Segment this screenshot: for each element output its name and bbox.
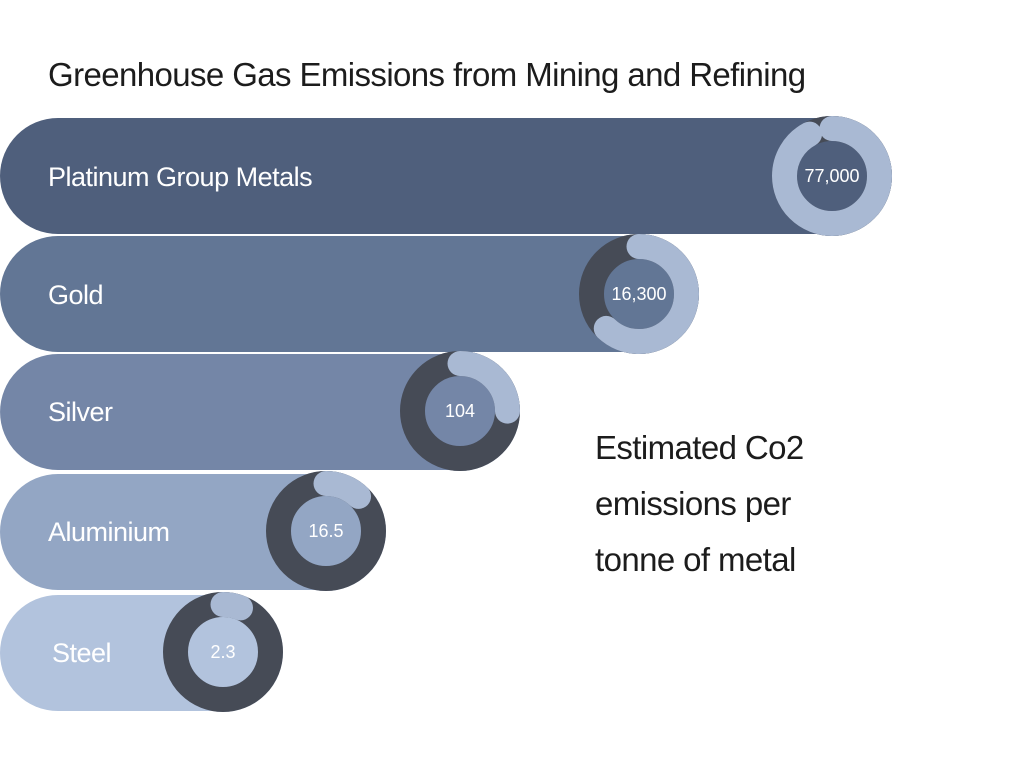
- bar-row-3: Silver 104: [0, 351, 520, 471]
- chart-title: Greenhouse Gas Emissions from Mining and…: [48, 56, 806, 93]
- ring-progress: [579, 234, 699, 354]
- category-label: Aluminium: [48, 517, 170, 547]
- bar: [0, 595, 223, 711]
- ring-progress: [163, 592, 283, 712]
- chart-annotation: Estimated Co2 emissions per tonne of met…: [595, 429, 804, 578]
- bar-row-1: Platinum Group Metals 77,000: [0, 116, 892, 236]
- value-label: 77,000: [804, 166, 859, 186]
- bar-row-4: Aluminium 16.5: [0, 471, 386, 591]
- value-label: 104: [445, 401, 475, 421]
- category-label: Gold: [48, 280, 103, 310]
- bar-row-2: Gold 16,300: [0, 234, 699, 354]
- bar: [0, 474, 326, 590]
- bar: [0, 354, 461, 470]
- value-label: 2.3: [210, 642, 235, 662]
- value-label: 16.5: [308, 521, 343, 541]
- category-label: Platinum Group Metals: [48, 162, 312, 192]
- ring-progress: [266, 471, 386, 591]
- bar: [0, 236, 639, 352]
- category-label: Silver: [48, 397, 113, 427]
- bar: [0, 118, 832, 234]
- ring-progress: [772, 116, 892, 236]
- category-label: Steel: [52, 638, 111, 668]
- value-label: 16,300: [611, 284, 666, 304]
- bar-row-5: Steel 2.3: [0, 592, 283, 712]
- ring-progress: [400, 351, 520, 471]
